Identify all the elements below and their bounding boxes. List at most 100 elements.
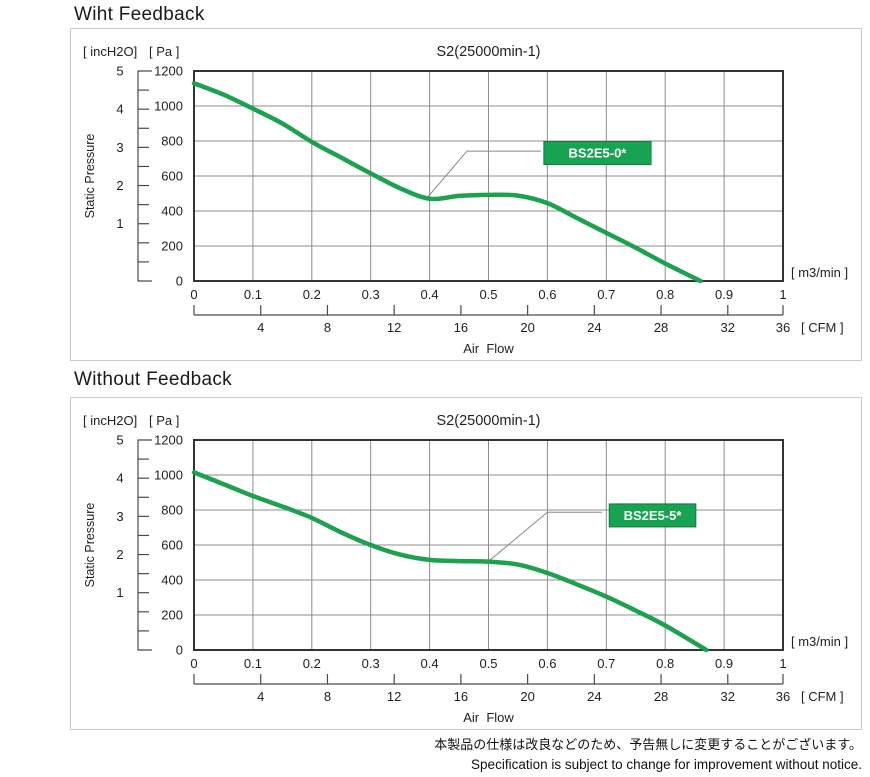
x-tick-label: 0.8 [656,656,674,671]
series-label-box [608,503,697,528]
x-tick-label: 1 [779,287,786,302]
series-label-text: BS2E5-5* [624,508,683,523]
cfm-tick-label: 20 [520,689,534,704]
cfm-tick-label: 4 [257,689,264,704]
chart-title: S2(25000min-1) [437,413,541,429]
pa-tick-label: 1200 [154,64,183,79]
inch2o-ruler [137,439,152,651]
x-tick-label: 0.5 [479,287,497,302]
inch2o-tick-label: 3 [116,140,123,155]
x-tick-label: 1 [779,656,786,671]
footer-disclaimer: 本製品の仕様は改良などのため、予告無しに変更することがございます。 Specif… [434,735,862,775]
y-axis-title: Static Pressure [83,134,97,219]
x-tick-label: 0.8 [656,287,674,302]
plot-border [193,439,784,651]
inch2o-tick-label: 1 [116,585,123,600]
left-unit-label: [ incH2O] [83,44,137,59]
inch2o-tick-label: 2 [116,547,123,562]
pa-tick-label: 1000 [154,99,183,114]
x-tick-label: 0 [190,656,197,671]
x-tick-label: 0.5 [479,656,497,671]
chart-box-without-feedback: BS2E5-5* 0 200 400 600 800 1000 1200 5 4 3 2 1 Static… [70,397,862,730]
cfm-tick-label: 8 [324,320,331,335]
pa-tick-label: 1200 [154,433,183,448]
footer-disclaimer-en: Specification is subject to change for i… [471,757,862,772]
section-title-without-feedback: Without Feedback [74,369,232,390]
cfm-tick-label: 8 [324,689,331,704]
pa-tick-label: 600 [161,538,183,553]
x-axis-title: Air Flow [463,341,514,356]
cfm-tick-label: 16 [454,320,468,335]
plot-border [193,70,784,282]
x-tick-label: 0.6 [538,656,556,671]
x-unit-label: [ m3/min ] [791,265,848,280]
pa-tick-label: 0 [176,643,183,658]
series-label-leader-line [427,150,541,198]
x-tick-label: 0.6 [538,287,556,302]
performance-curve [191,81,703,284]
footer-disclaimer-jp: 本製品の仕様は改良などのため、予告無しに変更することがございます。 [434,737,862,752]
cfm-tick-label: 12 [387,320,401,335]
right-unit-label: [ Pa ] [149,413,179,428]
x-tick-label: 0.3 [362,287,380,302]
pa-tick-label: 0 [176,274,183,289]
cfm-tick-label: 36 [776,320,790,335]
x-tick-label: 0.9 [715,287,733,302]
fan-curve-chart-with-feedback: BS2E5-0*02004006008001000120054321Static… [83,44,848,356]
fan-curve-chart-without-feedback: BS2E5-5*02004006008001000120054321Static… [83,413,848,725]
right-unit-label: [ Pa ] [149,44,179,59]
inch2o-tick-label: 4 [116,102,123,117]
x-tick-label: 0.7 [597,656,615,671]
cfm-tick-label: 4 [257,320,264,335]
chart-box-with-feedback: BS2E5-0* 0 200 400 600 800 1000 1200 5 4 3 2 1 Static… [70,28,862,361]
left-unit-label: [ incH2O] [83,413,137,428]
cfm-tick-label: 32 [721,320,735,335]
x-tick-label: 0.1 [244,287,262,302]
x-tick-label: 0 [190,287,197,302]
chart-title: S2(25000min-1) [437,44,541,60]
pa-tick-label: 800 [161,134,183,149]
x-tick-label: 0.1 [244,656,262,671]
x-tick-label: 0.2 [303,656,321,671]
cfm-unit-label: [ CFM ] [801,689,844,704]
inch2o-tick-label: 5 [116,64,123,79]
x-tick-label: 0.7 [597,287,615,302]
cfm-tick-label: 24 [587,320,601,335]
cfm-unit-label: [ CFM ] [801,320,844,335]
inch2o-ruler [137,70,152,282]
inch2o-tick-label: 1 [116,216,123,231]
inch2o-tick-label: 5 [116,433,123,448]
pa-tick-label: 1000 [154,468,183,483]
pa-tick-label: 400 [161,573,183,588]
cfm-tick-label: 28 [654,689,668,704]
x-tick-label: 0.3 [362,656,380,671]
x-tick-label: 0.2 [303,287,321,302]
x-tick-label: 0.4 [421,656,439,671]
cfm-tick-label: 16 [454,689,468,704]
cfm-tick-label: 24 [587,689,601,704]
series-label-box [543,141,652,166]
cfm-tick-label: 12 [387,689,401,704]
pa-tick-label: 600 [161,169,183,184]
pa-tick-label: 200 [161,608,183,623]
performance-curve [191,470,709,653]
cfm-tick-label: 36 [776,689,790,704]
series-label-leader-line [489,511,603,561]
cfm-tick-label: 28 [654,320,668,335]
x-tick-label: 0.9 [715,656,733,671]
cfm-tick-label: 32 [721,689,735,704]
series-label-text: BS2E5-0* [569,146,628,161]
inch2o-tick-label: 4 [116,471,123,486]
x-tick-label: 0.4 [421,287,439,302]
y-axis-title: Static Pressure [83,503,97,588]
pa-tick-label: 800 [161,503,183,518]
x-axis-title: Air Flow [463,710,514,725]
inch2o-tick-label: 2 [116,178,123,193]
cfm-tick-label: 20 [520,320,534,335]
pa-tick-label: 400 [161,204,183,219]
inch2o-tick-label: 3 [116,509,123,524]
pa-tick-label: 200 [161,239,183,254]
x-unit-label: [ m3/min ] [791,634,848,649]
section-title-with-feedback: Wiht Feedback [74,4,205,25]
